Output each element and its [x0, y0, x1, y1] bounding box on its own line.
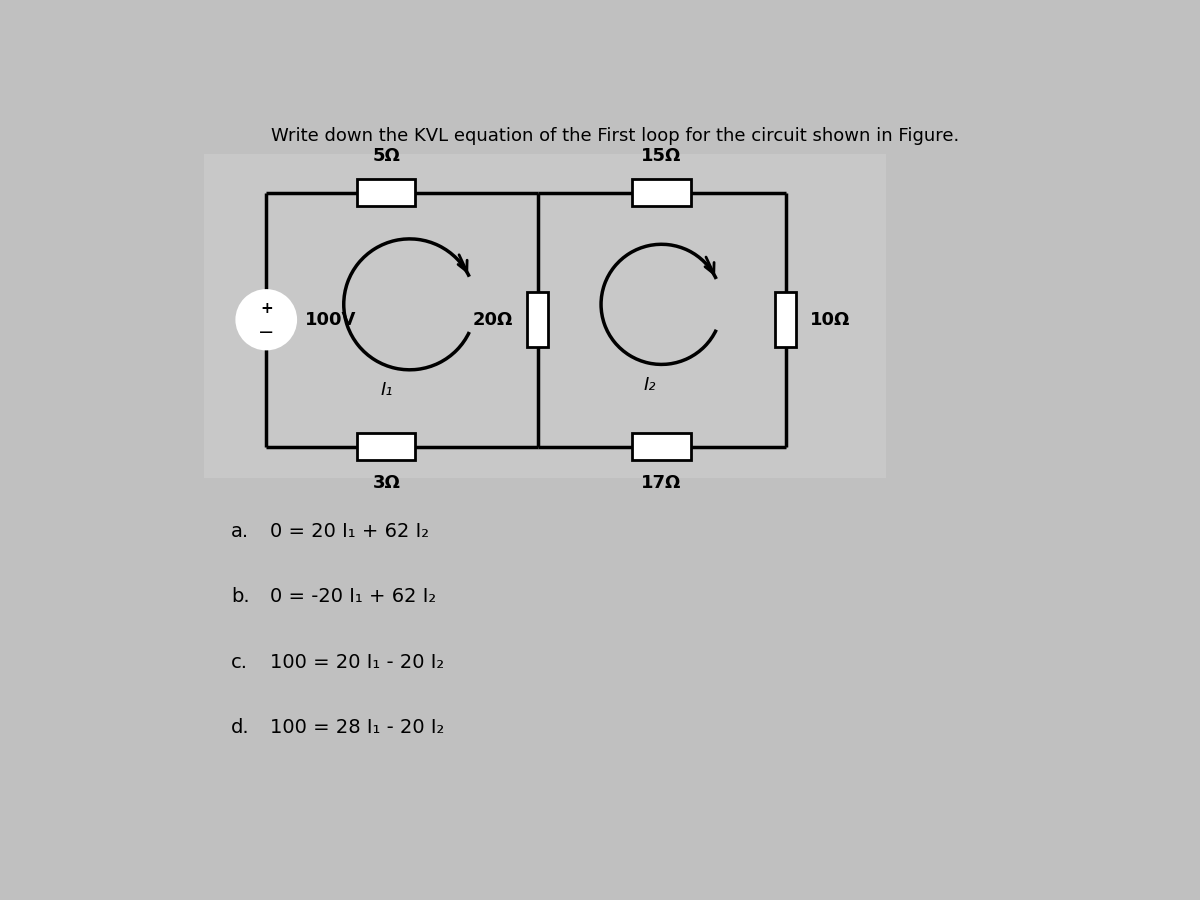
Circle shape — [181, 521, 204, 543]
Text: 20Ω: 20Ω — [473, 310, 512, 328]
Bar — [358, 179, 415, 206]
Bar — [358, 433, 415, 460]
Text: b.: b. — [232, 588, 250, 607]
Bar — [632, 179, 690, 206]
Text: 10Ω: 10Ω — [810, 310, 851, 328]
Circle shape — [181, 717, 204, 739]
Text: 5Ω: 5Ω — [372, 148, 401, 166]
Bar — [632, 433, 690, 460]
Text: 100 = 20 I₁ - 20 I₂: 100 = 20 I₁ - 20 I₂ — [270, 652, 444, 672]
Text: c.: c. — [232, 652, 248, 672]
Text: +: + — [260, 302, 272, 317]
Text: 3Ω: 3Ω — [372, 474, 401, 492]
Bar — [527, 292, 548, 347]
Circle shape — [236, 291, 295, 349]
FancyBboxPatch shape — [204, 154, 887, 478]
Circle shape — [181, 652, 204, 673]
Text: d.: d. — [232, 718, 250, 737]
Text: 15Ω: 15Ω — [641, 148, 682, 166]
Text: 17Ω: 17Ω — [641, 474, 682, 492]
Text: 0 = 20 I₁ + 62 I₂: 0 = 20 I₁ + 62 I₂ — [270, 522, 430, 541]
Text: Write down the KVL equation of the First loop for the circuit shown in Figure.: Write down the KVL equation of the First… — [271, 127, 959, 145]
Text: 100V: 100V — [305, 310, 356, 328]
Circle shape — [181, 586, 204, 608]
Bar — [775, 292, 797, 347]
Text: a.: a. — [232, 522, 250, 541]
Text: I₁: I₁ — [380, 382, 392, 400]
Text: I₂: I₂ — [643, 376, 656, 394]
Text: −: − — [258, 322, 275, 342]
Text: 0 = -20 I₁ + 62 I₂: 0 = -20 I₁ + 62 I₂ — [270, 588, 437, 607]
Text: 100 = 28 I₁ - 20 I₂: 100 = 28 I₁ - 20 I₂ — [270, 718, 444, 737]
